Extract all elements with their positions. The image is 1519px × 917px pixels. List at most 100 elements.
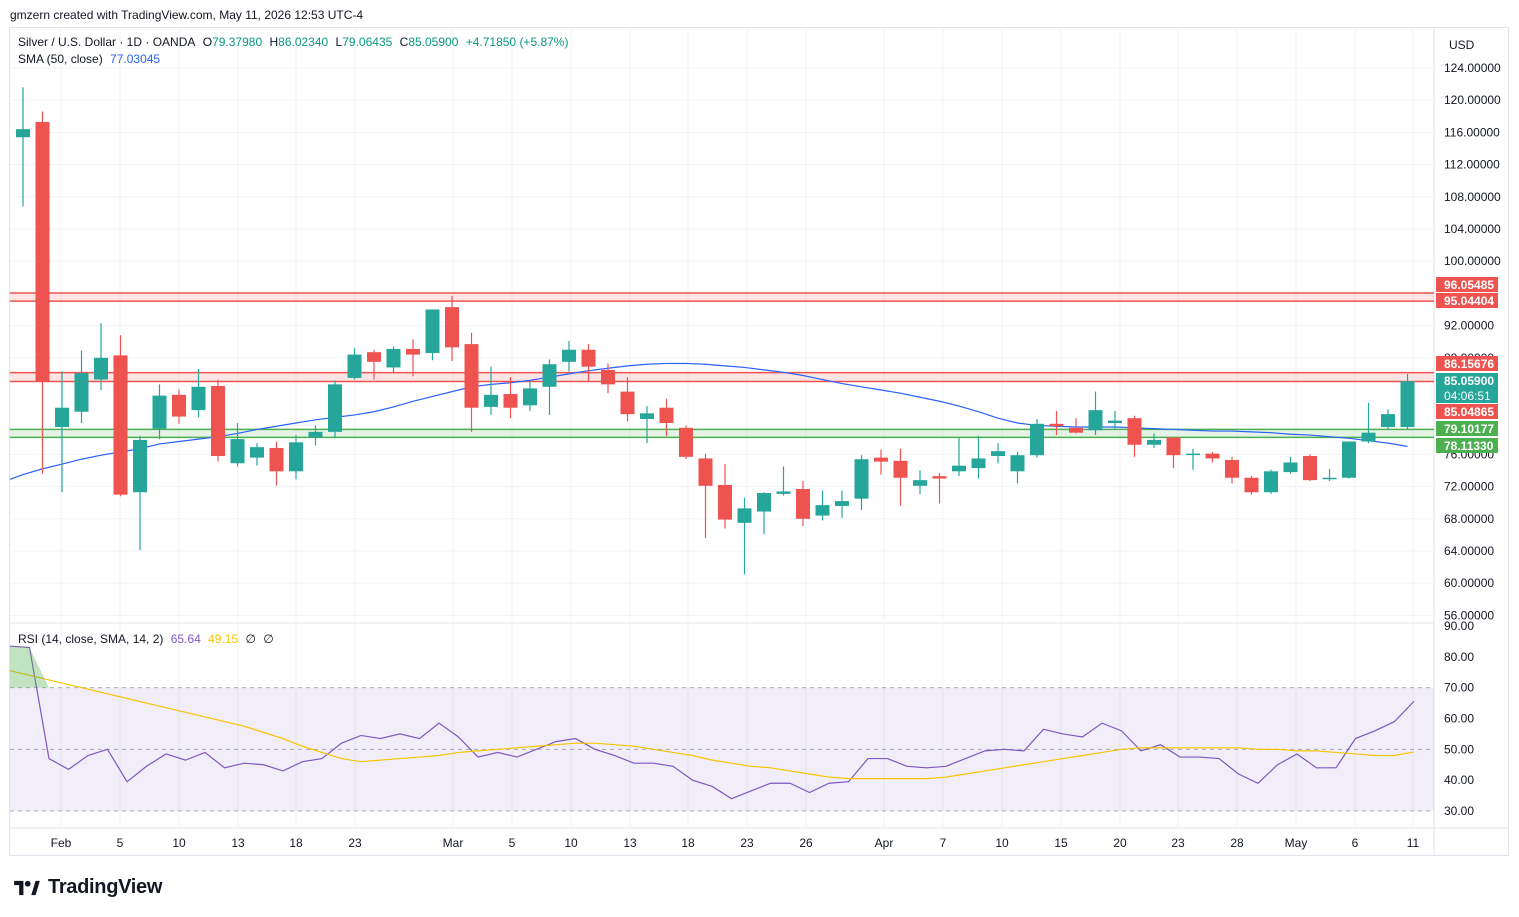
time-tick-label: May [1285,836,1308,850]
sma-value: 77.03045 [110,52,161,66]
rsi-tick-label: 80.00 [1444,650,1474,664]
main-legend[interactable]: Silver / U.S. Dollar · 1D · OANDA O79.37… [18,35,572,49]
time-tick-label: 6 [1352,836,1359,850]
time-tick-label: 5 [509,836,516,850]
support-zone [10,429,1434,438]
price-badge-bg [1436,356,1498,371]
rsi-tick-label: 30.00 [1444,804,1474,818]
candle-body [932,476,947,479]
candle-body [718,484,732,520]
candle-body [991,451,1005,457]
rsi-tick-label: 70.00 [1444,681,1474,695]
candle-body [1108,420,1122,424]
time-tick-label: Feb [51,836,72,850]
candle-body [562,349,576,362]
ohlc-high: H86.02340 [269,35,329,49]
candle-body [1283,462,1298,473]
time-tick-label: 13 [231,836,245,850]
chart-caption: gmzern created with TradingView.com, May… [10,8,364,22]
ohlc-change: +4.71850 (+5.87%) [465,35,569,49]
candle-body [737,508,752,523]
candle-body [1400,381,1415,428]
ohlc-low: L79.06435 [335,35,393,49]
rsi-background [10,687,1434,812]
rsi-label: RSI (14, close, SMA, 14, 2) [18,632,164,646]
candle-body [55,407,69,428]
price-badge-text: 79.10177 [1444,422,1494,436]
time-tick-label: 23 [348,836,362,850]
rsi-tick-label: 60.00 [1444,712,1474,726]
candle-body [94,357,108,380]
rsi-tick-label: 40.00 [1444,773,1474,787]
rsi-value: 65.64 [170,632,201,646]
candle-body [250,447,264,458]
rsi-ma-line [9,670,1415,780]
rsi-legend[interactable]: RSI (14, close, SMA, 14, 2) 65.64 49.15 … [18,632,278,646]
price-tick-label: 112.00000 [1444,158,1500,172]
candle-body [425,309,440,353]
candle-body [1225,460,1239,478]
candle-body [308,431,323,438]
candle-body [172,394,186,417]
price-badge-text: 78.11330 [1444,439,1494,453]
tradingview-logo[interactable]: TradingView [12,876,162,899]
candle-body [1205,453,1220,459]
price-badge-text: 96.05485 [1444,278,1494,292]
price-tick-label: 108.00000 [1444,190,1501,204]
candle-body [1322,477,1337,480]
rsi-tick-label: 90.00 [1444,619,1474,633]
currency-selector[interactable]: USD [1449,38,1475,52]
price-badge-text: 85.05900 [1444,374,1494,388]
candle-body [698,458,713,486]
rsi-extra-2: ∅ [263,632,274,646]
candle-body [640,413,654,419]
price-tick-label: 116.00000 [1444,125,1500,139]
candle-body [1244,477,1259,493]
time-tick-label: 5 [117,836,124,850]
candle-body [484,394,498,407]
candle-body [523,388,537,406]
ohlc-close: C85.05900 [399,35,459,49]
time-tick-label: 18 [681,836,695,850]
candle-body [464,344,479,408]
countdown-text: 04:06:51 [1444,389,1491,403]
sma-legend[interactable]: SMA (50, close) 77.03045 [18,52,164,66]
time-tick-label: 13 [623,836,637,850]
price-tick-label: 64.00000 [1444,544,1494,558]
candle-body [230,439,245,464]
rsi-overbought-fill [10,646,49,688]
brand-name: TradingView [48,876,163,898]
candle-body [503,394,518,408]
candle-body [1361,432,1376,442]
price-badge-bg [1436,404,1498,419]
candle-body [74,373,89,412]
rsi-tick-label: 50.00 [1444,742,1474,756]
candle-body [211,385,225,457]
price-badge-text: 85.04865 [1444,405,1494,419]
rsi-sma-value: 49.15 [208,632,239,646]
candle-body [971,458,986,469]
candle-body [1186,453,1200,456]
price-tick-label: 60.00000 [1444,576,1494,590]
time-tick-label: 28 [1230,836,1244,850]
rsi-line [9,645,1415,800]
candle-body [1069,427,1083,433]
candle-body [776,491,791,494]
candle-body [152,395,167,429]
rsi-lines [9,645,1415,800]
price-badge-bg [1436,421,1498,436]
candle-body [1030,423,1044,456]
time-tick-label: 18 [289,836,303,850]
candle-body [269,447,284,472]
candle-body [581,349,596,367]
candle-body [289,442,303,472]
horizontal-levels[interactable] [10,292,1434,439]
candle-body [796,489,810,519]
time-tick-label: Apr [875,836,894,850]
symbol-title: Silver / U.S. Dollar · 1D · OANDA [18,35,196,49]
candle-body [1166,437,1181,456]
time-tick-label: 10 [564,836,578,850]
price-tick-label: 100.00000 [1444,254,1501,268]
price-tick-label: 56.00000 [1444,608,1494,622]
